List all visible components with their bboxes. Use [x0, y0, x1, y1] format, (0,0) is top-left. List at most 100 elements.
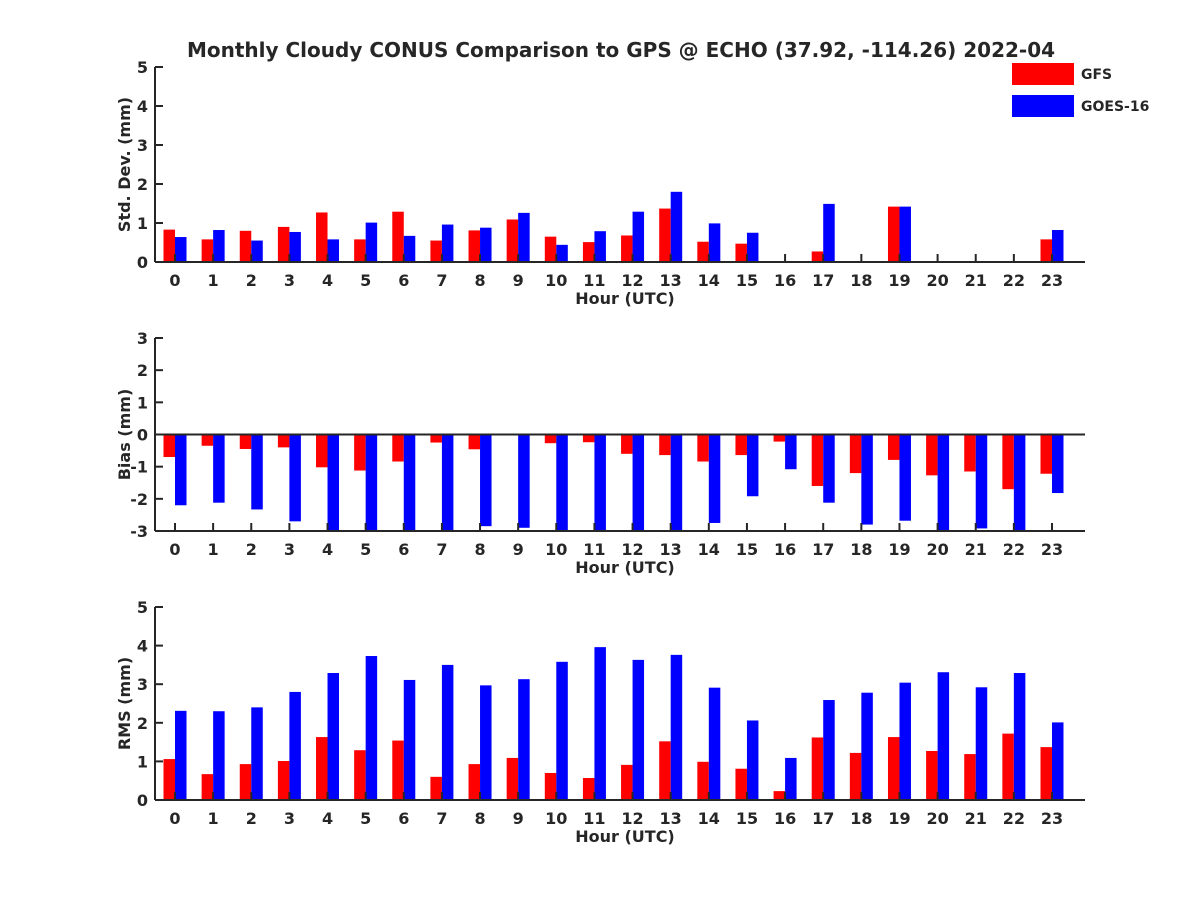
bar-goes-16-4: [327, 434, 340, 531]
bar-gfs-20: [926, 434, 938, 476]
y-tick-label: 0: [137, 426, 148, 445]
x-tick-label: 2: [246, 540, 257, 559]
legend-label-goes-16: GOES-16: [1081, 99, 1149, 115]
x-tick-label: 14: [698, 271, 720, 290]
y-tick-label: 2: [137, 714, 148, 733]
bar-gfs-6: [392, 740, 404, 800]
bar-goes-16-6: [403, 434, 416, 531]
x-tick-label: 7: [436, 809, 447, 828]
bar-gfs-6: [392, 211, 404, 262]
x-tick-label: 19: [888, 540, 910, 559]
bar-gfs-8: [468, 764, 481, 800]
bar-goes-16-6: [403, 679, 416, 800]
x-tick-label: 13: [660, 809, 682, 828]
bar-goes-16-5: [365, 434, 378, 531]
bar-goes-16-1: [213, 711, 225, 800]
x-tick-label: 8: [474, 540, 485, 559]
bar-gfs-10: [544, 772, 557, 800]
legend-swatch-gfs: [1012, 63, 1074, 85]
bar-gfs-9: [506, 219, 519, 262]
y-axis-label: Bias (mm): [115, 389, 134, 481]
bar-gfs-22: [1002, 434, 1014, 490]
x-tick-label: 7: [436, 271, 447, 290]
bar-goes-16-2: [251, 240, 263, 262]
bar-gfs-2: [239, 764, 252, 800]
bar-gfs-0: [163, 759, 175, 800]
x-tick-label: 3: [284, 271, 295, 290]
bar-gfs-18: [849, 752, 862, 800]
bar-goes-16-13: [670, 434, 683, 531]
bar-gfs-14: [697, 241, 709, 262]
bar-goes-16-8: [480, 434, 492, 527]
bar-gfs-6: [392, 434, 404, 462]
y-tick-label: 5: [137, 598, 148, 617]
bar-goes-16-3: [289, 691, 301, 800]
bar-goes-16-2: [251, 434, 263, 510]
bar-goes-16-8: [480, 227, 492, 262]
y-tick-label: -1: [130, 458, 148, 477]
x-tick-label: 2: [246, 809, 257, 828]
legend-label-gfs: GFS: [1081, 67, 1112, 83]
bar-gfs-15: [735, 768, 747, 800]
x-tick-label: 3: [284, 809, 295, 828]
x-tick-label: 23: [1041, 540, 1063, 559]
bar-gfs-19: [887, 206, 900, 262]
bar-gfs-23: [1040, 434, 1052, 474]
x-tick-label: 22: [1003, 271, 1025, 290]
bar-goes-16-5: [365, 222, 378, 262]
x-tick-label: 15: [736, 540, 758, 559]
x-tick-label: 10: [545, 809, 567, 828]
bar-gfs-16: [773, 791, 786, 800]
bar-gfs-13: [659, 741, 671, 800]
bar-gfs-20: [926, 750, 938, 800]
x-tick-label: 16: [774, 271, 796, 290]
bar-goes-16-19: [899, 206, 911, 262]
bar-gfs-5: [354, 750, 366, 800]
bar-goes-16-12: [632, 659, 645, 800]
x-tick-label: 9: [513, 540, 524, 559]
bar-goes-16-9: [518, 212, 530, 262]
x-tick-label: 17: [812, 540, 834, 559]
bar-goes-16-11: [594, 647, 606, 800]
x-tick-label: 7: [436, 540, 447, 559]
chart-title: Monthly Cloudy CONUS Comparison to GPS @…: [187, 38, 1055, 62]
x-tick-label: 15: [736, 809, 758, 828]
bar-gfs-10: [544, 434, 557, 444]
x-axis-label: Hour (UTC): [575, 558, 675, 577]
x-tick-label: 11: [583, 809, 605, 828]
x-tick-label: 9: [513, 809, 524, 828]
bar-goes-16-4: [327, 239, 340, 262]
y-tick-label: 1: [137, 214, 148, 233]
bar-gfs-12: [621, 235, 633, 262]
bar-goes-16-10: [556, 434, 568, 531]
bar-goes-16-11: [594, 434, 606, 531]
x-tick-label: 20: [926, 809, 948, 828]
bar-gfs-16: [773, 434, 786, 442]
x-tick-label: 17: [812, 809, 834, 828]
x-tick-label: 22: [1003, 809, 1025, 828]
bar-gfs-14: [697, 761, 709, 800]
bar-gfs-7: [430, 434, 442, 443]
x-tick-label: 1: [208, 809, 219, 828]
bar-goes-16-23: [1051, 230, 1064, 262]
bar-goes-16-19: [899, 434, 911, 521]
bar-goes-16-2: [251, 707, 263, 800]
legend: GFS GOES-16: [1012, 63, 1149, 117]
bar-gfs-18: [849, 434, 862, 474]
bar-goes-16-9: [518, 434, 530, 528]
bar-goes-16-14: [708, 434, 721, 523]
bar-goes-16-21: [975, 687, 988, 800]
bar-goes-16-12: [632, 211, 645, 262]
bar-goes-16-0: [175, 710, 187, 800]
y-tick-label: -3: [130, 522, 148, 541]
x-axis-label: Hour (UTC): [575, 827, 675, 846]
bar-goes-16-1: [213, 434, 225, 503]
bar-goes-16-15: [746, 720, 759, 800]
bar-goes-16-0: [175, 237, 187, 262]
x-tick-label: 23: [1041, 809, 1063, 828]
bar-gfs-4: [316, 434, 328, 468]
y-tick-label: 3: [137, 136, 148, 155]
bar-goes-16-18: [861, 434, 873, 525]
x-tick-label: 6: [398, 809, 409, 828]
